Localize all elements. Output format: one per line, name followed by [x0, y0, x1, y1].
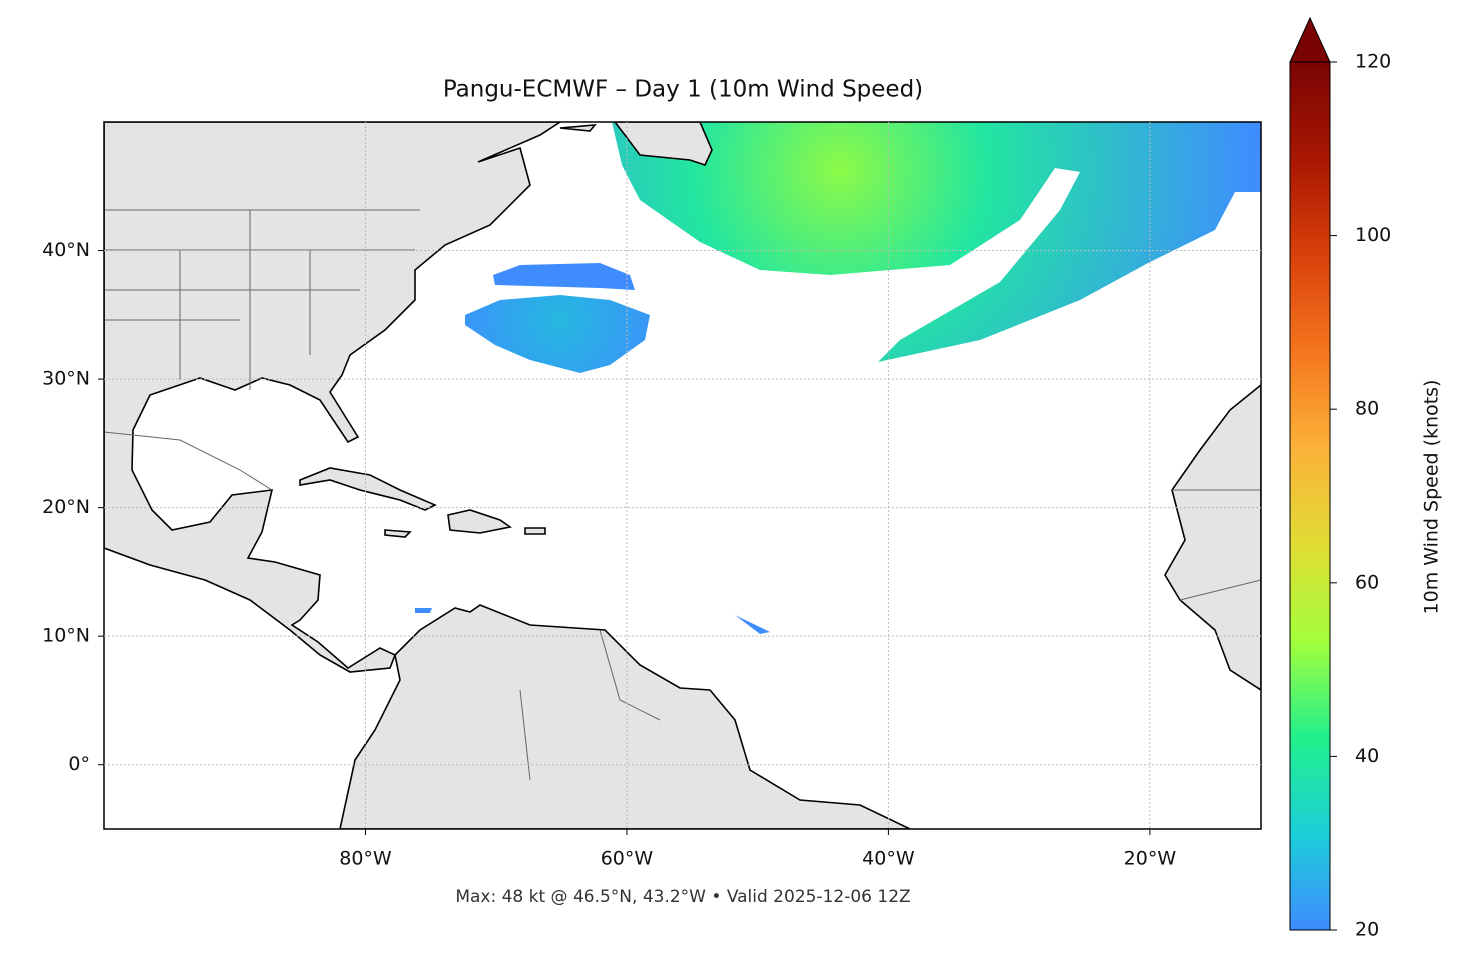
south-america [339, 604, 911, 829]
footer: Max: 48 kt @ 46.5°N, 43.2°W • Valid 2025… [455, 887, 910, 907]
state-borders [104, 209, 1261, 781]
x-tick-label: 20°W [1124, 848, 1177, 870]
x-tick-label: 60°W [601, 848, 654, 870]
y-tick-label: 10°N [42, 625, 90, 647]
colorbar-extend [1289, 16, 1331, 63]
y-tick-label: 40°N [42, 239, 90, 261]
wind-field [465, 295, 650, 373]
colorbar [1289, 61, 1331, 931]
wind-field [612, 122, 1261, 362]
title: Pangu-ECMWF – Day 1 (10m Wind Speed) [443, 77, 923, 103]
islands [299, 122, 713, 538]
colorbar-tick-label: 60 [1355, 571, 1379, 593]
y-tick-label: 20°N [42, 496, 90, 518]
colorbar-tick-label: 40 [1355, 745, 1379, 767]
colorbar-tick-label: 80 [1355, 398, 1379, 420]
colorbar-label: 10m Wind Speed (knots) [1421, 380, 1443, 615]
map-frame [103, 121, 1262, 830]
colorbar-tick-label: 120 [1355, 51, 1391, 73]
africa [1164, 383, 1261, 691]
x-tick-label: 40°W [862, 848, 915, 870]
y-tick-label: 30°N [42, 368, 90, 390]
north-america [104, 122, 562, 673]
colorbar-tick-label: 100 [1355, 224, 1391, 246]
wind-field [493, 263, 635, 290]
x-tick-label: 80°W [339, 848, 392, 870]
colorbar-tick-label: 20 [1355, 919, 1379, 941]
y-tick-label: 0° [68, 753, 90, 775]
map [104, 122, 1261, 829]
